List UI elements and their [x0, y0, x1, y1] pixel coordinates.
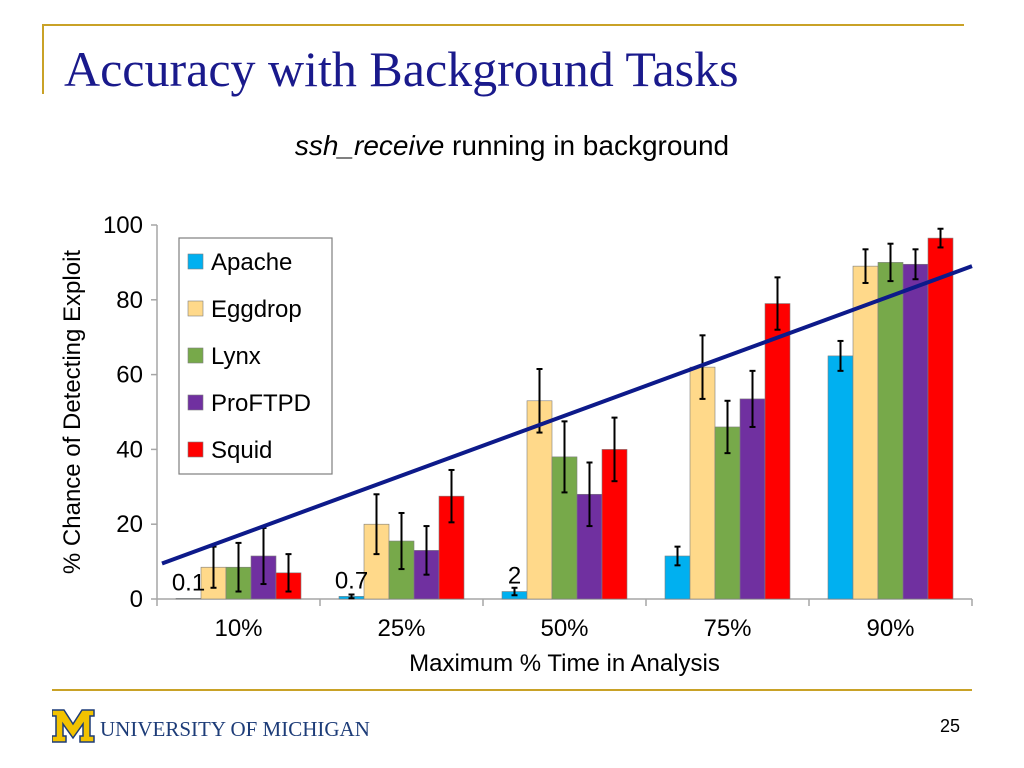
x-tick-label: 10% — [214, 615, 262, 642]
bar-proftpd — [902, 263, 929, 600]
bar-eggdrop — [689, 366, 716, 600]
legend-box — [178, 237, 333, 475]
bar-eggdrop — [852, 265, 879, 600]
legend-swatch-proftpd — [187, 394, 204, 411]
legend-label: ProFTPD — [211, 390, 311, 417]
bar-apache — [175, 598, 202, 600]
chart: 0 20 40 60 80 100 10% 25% 50% 75% 90% 0.1 0.7 2 Apache… — [59, 212, 973, 677]
bar-eggdrop — [526, 400, 553, 600]
trendline — [161, 264, 973, 566]
title-accent-vertical-rule — [42, 24, 44, 94]
bar-proftpd — [739, 398, 766, 600]
subtitle-emphasis: ssh_receive — [294, 130, 445, 161]
slide-title: Accuracy with Background Tasks — [64, 41, 739, 97]
x-tick-label: 50% — [540, 615, 588, 642]
university-logo: UNIVERSITY OF MICHIGAN — [52, 709, 370, 743]
title-accent-horizontal-rule — [42, 24, 964, 26]
block-m-icon — [52, 709, 95, 743]
y-tick-label: 80 — [116, 287, 143, 314]
legend-label: Eggdrop — [211, 296, 302, 323]
y-tick-label: 0 — [130, 586, 143, 613]
y-tick-label: 100 — [103, 212, 143, 239]
x-axis-title: Maximum % Time in Analysis — [409, 650, 720, 677]
bar-squid — [764, 303, 791, 600]
logo-wordmark: UNIVERSITY OF MICHIGAN — [100, 717, 370, 741]
subtitle-rest: running in background — [444, 130, 730, 161]
chart-subtitle: ssh_receive running in background — [0, 130, 1024, 162]
page-number: 25 — [940, 716, 961, 736]
x-tick-label: 25% — [377, 615, 425, 642]
y-tick-label: 20 — [116, 511, 143, 538]
legend-label: Squid — [211, 437, 272, 464]
bar-lynx — [714, 426, 741, 600]
footer-rule — [52, 689, 972, 691]
data-label: 0.7 — [335, 567, 368, 594]
bar-lynx — [877, 262, 904, 600]
data-label: 2 — [508, 563, 521, 590]
legend-swatch-eggdrop — [187, 300, 204, 317]
data-label: 0.1 — [172, 570, 205, 597]
legend-swatch-apache — [187, 253, 204, 270]
legend-swatch-lynx — [187, 347, 204, 364]
bar-squid — [601, 449, 628, 600]
y-tick-label: 40 — [116, 436, 143, 463]
legend-label: Lynx — [211, 343, 261, 370]
y-axis-title: % Chance of Detecting Exploit — [59, 250, 86, 575]
legend-swatch-squid — [187, 441, 204, 458]
x-tick-label: 75% — [703, 615, 751, 642]
bar-apache — [827, 355, 854, 600]
x-tick-label: 90% — [866, 615, 914, 642]
y-tick-label: 60 — [116, 362, 143, 389]
bar-squid — [927, 237, 954, 600]
legend-label: Apache — [211, 249, 292, 276]
